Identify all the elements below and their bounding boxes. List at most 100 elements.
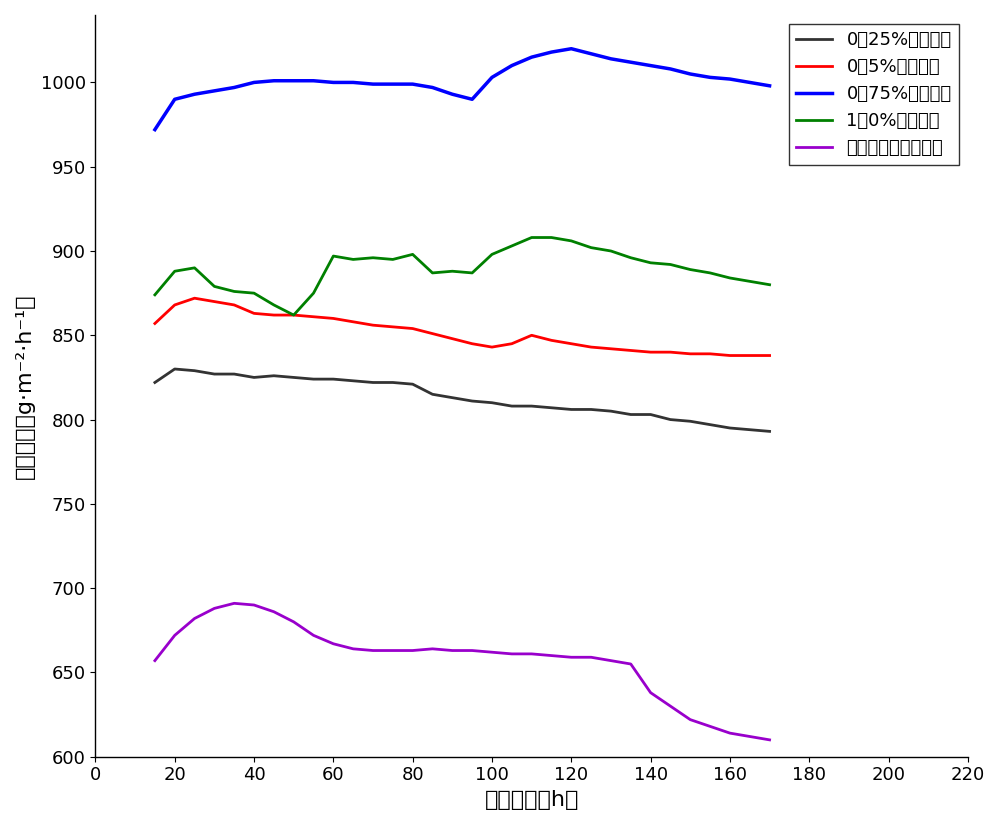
Line: 0．5%蒸发效率: 0．5%蒸发效率 <box>155 298 770 356</box>
1．0%蒸发效率 <box>664 260 676 270</box>
聚苯乙烯膜蒸发效率 <box>585 653 597 662</box>
聚苯乙烯膜蒸发效率 <box>228 598 240 608</box>
聚苯乙烯膜蒸发效率 <box>426 644 438 653</box>
0．75%蒸发效率 <box>764 81 776 91</box>
1．0%蒸发效率 <box>724 273 736 283</box>
0．75%蒸发效率 <box>585 49 597 59</box>
0．75%蒸发效率 <box>625 57 637 67</box>
0．5%蒸发效率 <box>625 346 637 356</box>
0．75%蒸发效率 <box>664 64 676 74</box>
0．5%蒸发效率 <box>645 347 657 357</box>
1．0%蒸发效率 <box>407 249 419 259</box>
0．75%蒸发效率 <box>645 60 657 70</box>
0．5%蒸发效率 <box>367 320 379 330</box>
1．0%蒸发效率 <box>426 268 438 278</box>
Legend: 0．25%蒸发效率, 0．5%蒸发效率, 0．75%蒸发效率, 1．0%蒸发效率, 聚苯乙烯膜蒸发效率: 0．25%蒸发效率, 0．5%蒸发效率, 0．75%蒸发效率, 1．0%蒸发效率… <box>789 24 959 164</box>
1．0%蒸发效率 <box>149 290 161 299</box>
聚苯乙烯膜蒸发效率 <box>149 656 161 666</box>
0．75%蒸发效率 <box>506 60 518 70</box>
0．5%蒸发效率 <box>704 349 716 359</box>
0．5%蒸发效率 <box>268 310 280 320</box>
0．5%蒸发效率 <box>605 344 617 354</box>
0．25%蒸发效率 <box>466 396 478 406</box>
1．0%蒸发效率 <box>506 241 518 251</box>
聚苯乙烯膜蒸发效率 <box>744 732 756 742</box>
聚苯乙烯膜蒸发效率 <box>208 603 220 613</box>
0．5%蒸发效率 <box>426 328 438 338</box>
0．25%蒸发效率 <box>347 376 359 386</box>
0．5%蒸发效率 <box>446 333 458 343</box>
聚苯乙烯膜蒸发效率 <box>169 630 181 640</box>
0．75%蒸发效率 <box>189 89 201 99</box>
Line: 聚苯乙烯膜蒸发效率: 聚苯乙烯膜蒸发效率 <box>155 603 770 740</box>
0．5%蒸发效率 <box>387 322 399 332</box>
0．25%蒸发效率 <box>486 398 498 408</box>
1．0%蒸发效率 <box>367 252 379 262</box>
0．5%蒸发效率 <box>744 351 756 361</box>
0．25%蒸发效率 <box>288 372 300 382</box>
1．0%蒸发效率 <box>308 288 320 298</box>
Line: 1．0%蒸发效率: 1．0%蒸发效率 <box>155 238 770 315</box>
0．75%蒸发效率 <box>704 73 716 82</box>
0．25%蒸发效率 <box>268 370 280 380</box>
0．25%蒸发效率 <box>169 364 181 374</box>
0．25%蒸发效率 <box>446 393 458 403</box>
0．75%蒸发效率 <box>288 76 300 86</box>
0．5%蒸发效率 <box>684 349 696 359</box>
0．5%蒸发效率 <box>208 297 220 307</box>
0．75%蒸发效率 <box>565 44 577 54</box>
0．5%蒸发效率 <box>228 300 240 310</box>
0．25%蒸发效率 <box>764 427 776 436</box>
0．75%蒸发效率 <box>169 94 181 104</box>
聚苯乙烯膜蒸发效率 <box>327 639 339 648</box>
0．25%蒸发效率 <box>664 415 676 425</box>
聚苯乙烯膜蒸发效率 <box>704 721 716 731</box>
1．0%蒸发效率 <box>684 265 696 275</box>
0．75%蒸发效率 <box>446 89 458 99</box>
聚苯乙烯膜蒸发效率 <box>724 728 736 738</box>
0．75%蒸发效率 <box>308 76 320 86</box>
1．0%蒸发效率 <box>744 276 756 286</box>
1．0%蒸发效率 <box>169 266 181 276</box>
0．25%蒸发效率 <box>248 372 260 382</box>
0．5%蒸发效率 <box>248 309 260 318</box>
0．75%蒸发效率 <box>684 69 696 79</box>
0．25%蒸发效率 <box>327 375 339 384</box>
0．25%蒸发效率 <box>407 380 419 389</box>
X-axis label: 蒸发时间（h）: 蒸发时间（h） <box>484 790 579 810</box>
0．25%蒸发效率 <box>645 409 657 419</box>
1．0%蒸发效率 <box>248 288 260 298</box>
0．5%蒸发效率 <box>506 339 518 349</box>
1．0%蒸发效率 <box>228 286 240 296</box>
0．25%蒸发效率 <box>387 378 399 388</box>
1．0%蒸发效率 <box>268 300 280 310</box>
聚苯乙烯膜蒸发效率 <box>565 653 577 662</box>
聚苯乙烯膜蒸发效率 <box>764 735 776 745</box>
聚苯乙烯膜蒸发效率 <box>446 646 458 656</box>
0．75%蒸发效率 <box>208 86 220 96</box>
聚苯乙烯膜蒸发效率 <box>664 701 676 711</box>
聚苯乙烯膜蒸发效率 <box>288 617 300 627</box>
0．25%蒸发效率 <box>308 375 320 384</box>
0．75%蒸发效率 <box>228 82 240 92</box>
0．75%蒸发效率 <box>486 73 498 82</box>
1．0%蒸发效率 <box>466 268 478 278</box>
0．25%蒸发效率 <box>228 369 240 379</box>
0．75%蒸发效率 <box>248 78 260 87</box>
聚苯乙烯膜蒸发效率 <box>645 688 657 698</box>
0．25%蒸发效率 <box>605 406 617 416</box>
1．0%蒸发效率 <box>327 251 339 261</box>
0．75%蒸发效率 <box>545 47 557 57</box>
0．25%蒸发效率 <box>625 409 637 419</box>
1．0%蒸发效率 <box>189 263 201 273</box>
0．75%蒸发效率 <box>724 74 736 84</box>
1．0%蒸发效率 <box>526 233 538 243</box>
0．75%蒸发效率 <box>407 79 419 89</box>
0．25%蒸发效率 <box>744 425 756 435</box>
0．75%蒸发效率 <box>426 82 438 92</box>
Y-axis label: 蒸发效率（g·m⁻²·h⁻¹）: 蒸发效率（g·m⁻²·h⁻¹） <box>15 293 35 478</box>
0．75%蒸发效率 <box>466 94 478 104</box>
0．75%蒸发效率 <box>149 125 161 134</box>
0．5%蒸发效率 <box>526 330 538 340</box>
聚苯乙烯膜蒸发效率 <box>486 648 498 658</box>
